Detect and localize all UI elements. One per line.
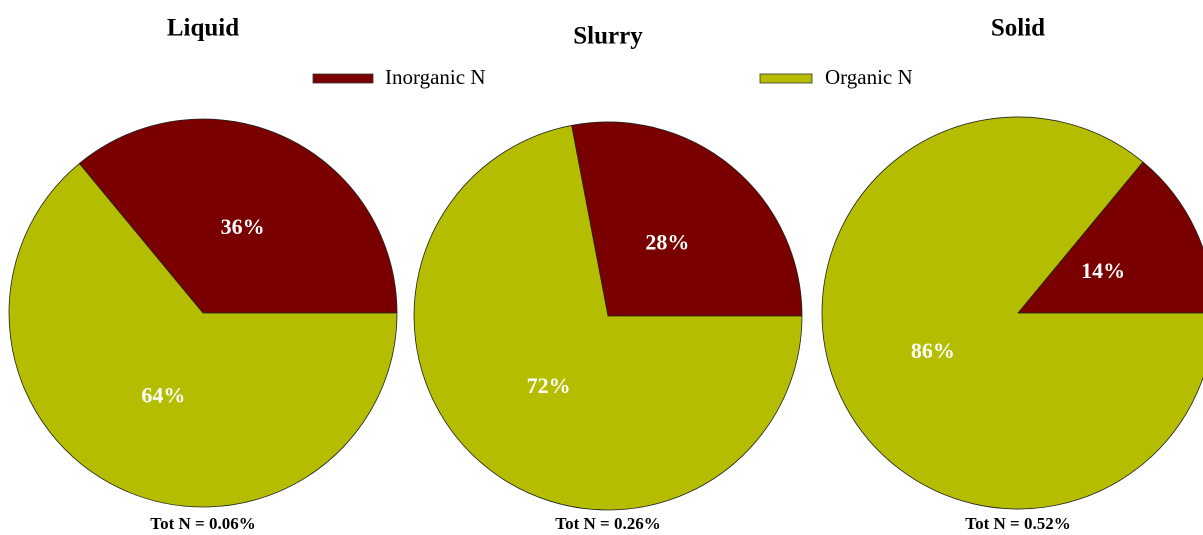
pie-slice xyxy=(821,116,1203,510)
slice-label: 28% xyxy=(645,229,689,254)
slice-label: 86% xyxy=(911,338,955,363)
legend-label: Inorganic N xyxy=(385,65,486,89)
annotation: Tot N = 0.52% xyxy=(965,514,1070,533)
annotation: Tot N = 0.06% xyxy=(150,514,255,533)
slice-label: 14% xyxy=(1081,258,1125,283)
pie-slice xyxy=(78,118,398,314)
legend-swatch xyxy=(759,73,813,84)
slice-label: 72% xyxy=(527,373,571,398)
pie-slice xyxy=(8,162,398,508)
pie-slice xyxy=(413,124,803,511)
legend-swatch xyxy=(312,73,374,84)
slice-label: 64% xyxy=(141,382,185,407)
legend-label: Organic N xyxy=(825,65,913,89)
slice-label: 36% xyxy=(221,214,265,239)
chart-title: Liquid xyxy=(167,15,239,42)
pie-slice xyxy=(1017,161,1203,314)
annotation: Tot N = 0.26% xyxy=(555,514,660,533)
chart-title: Solid xyxy=(991,15,1045,42)
chart-title: Slurry xyxy=(573,23,643,50)
pie-slice xyxy=(571,121,803,317)
